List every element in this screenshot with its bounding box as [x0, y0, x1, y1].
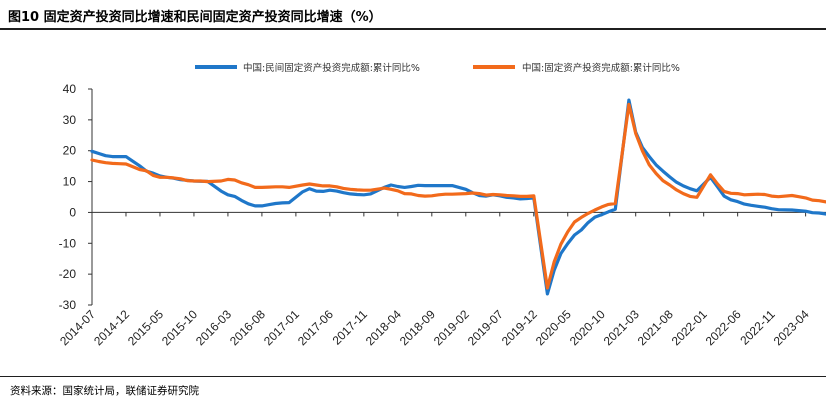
legend-label-private-investment: 中国:民间固定资产投资完成额:累计同比%	[243, 62, 420, 74]
x-tick-label: 2014-07	[57, 307, 98, 348]
figure-title: 图10 固定资产投资同比增速和民间固定资产投资同比增速（%）	[8, 10, 382, 25]
x-tick-label: 2019-12	[499, 307, 540, 348]
x-tick-label: 2022-11	[737, 307, 778, 348]
y-tick-label: -10	[59, 236, 77, 250]
x-tick-label: 2020-10	[567, 307, 608, 348]
x-tick-label: 2021-08	[635, 307, 676, 348]
series-line-total-investment	[90, 102, 826, 290]
x-tick-label: 2015-05	[125, 307, 166, 348]
y-tick-label: -30	[59, 298, 77, 312]
x-tick-label: 2020-05	[533, 307, 574, 348]
x-tick-label: 2017-06	[295, 307, 336, 348]
chart-legend: 中国:民间固定资产投资完成额:累计同比% 中国:固定资产投资完成额:累计同比%	[195, 62, 680, 74]
series-layer	[90, 98, 826, 296]
x-tick-label: 2017-01	[261, 307, 302, 348]
x-tick-label: 2016-08	[227, 307, 268, 348]
x-tick-label: 2023-04	[771, 307, 812, 348]
y-tick-label: 20	[63, 144, 77, 158]
x-tick-label: 2014-12	[91, 307, 132, 348]
y-tick-label: -20	[59, 267, 77, 281]
x-tick-label: 2019-02	[431, 307, 472, 348]
y-tick-label: 10	[63, 175, 77, 189]
x-tick-label: 2022-01	[669, 307, 710, 348]
line-chart: 中国:民间固定资产投资完成额:累计同比% 中国:固定资产投资完成额:累计同比% …	[57, 62, 826, 348]
y-tick-label: 0	[69, 205, 76, 219]
legend-label-total-investment: 中国:固定资产投资完成额:累计同比%	[522, 62, 680, 74]
x-tick-label: 2021-03	[601, 307, 642, 348]
footer-divider	[0, 376, 826, 377]
x-axis: 2014-072014-122015-052015-102016-032016-…	[57, 211, 826, 348]
x-tick-label: 2016-03	[193, 307, 234, 348]
source-note: 资料来源：国家统计局，联储证券研究院	[10, 385, 199, 397]
x-tick-label: 2019-07	[465, 307, 506, 348]
x-tick-label: 2018-04	[363, 307, 404, 348]
title-divider	[0, 28, 826, 30]
y-tick-label: 40	[63, 82, 77, 96]
series-line-private-investment	[90, 98, 826, 296]
x-tick-label: 2017-11	[330, 307, 371, 348]
y-axis: -30 -20 -10 0 10 20 30 40	[59, 82, 93, 312]
y-tick-label: 30	[63, 113, 77, 127]
x-tick-label: 2015-10	[159, 307, 200, 348]
x-tick-label: 2018-09	[397, 307, 438, 348]
x-tick-label: 2022-06	[703, 307, 744, 348]
